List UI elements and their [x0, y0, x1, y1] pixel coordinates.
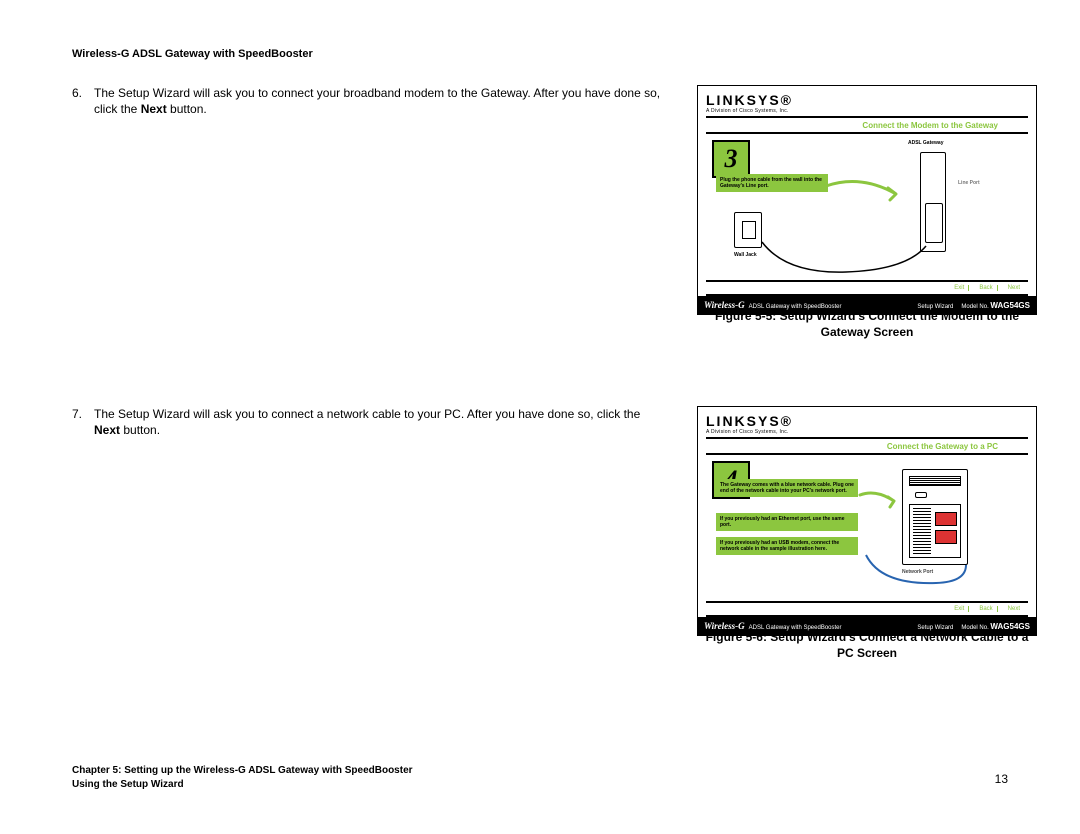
linksys-sub-2: A Division of Cisco Systems, Inc. [706, 429, 1028, 435]
figure-5-5-caption: Figure 5-5: Setup Wizard's Connect the M… [697, 308, 1037, 340]
nav-next-2[interactable]: Next [1004, 606, 1024, 612]
wizard2-navbar: Exit Back Next [706, 603, 1028, 617]
wizard-screenshot-2: LINKSYS® A Division of Cisco Systems, In… [697, 406, 1037, 636]
step-7-text-a: The Setup Wizard will ask you to connect… [94, 407, 640, 421]
step-7-num: 7. [72, 406, 82, 422]
wizard2-canvas: 4 The Gateway comes with a blue network … [706, 455, 1028, 603]
linksys-brand: LINKSYS® [706, 92, 1028, 108]
step-6: 6. The Setup Wizard will ask you to conn… [72, 85, 662, 117]
wizard2-title: Connect the Gateway to a PC [706, 437, 1028, 455]
page-footer: Chapter 5: Setting up the Wireless-G ADS… [72, 764, 413, 792]
wizard2-logo: LINKSYS® A Division of Cisco Systems, In… [698, 407, 1036, 437]
page-header: Wireless-G ADSL Gateway with SpeedBooste… [72, 48, 313, 60]
step-7-bold: Next [94, 423, 120, 437]
wizard1-logo: LINKSYS® A Division of Cisco Systems, In… [698, 86, 1036, 116]
linksys-sub: A Division of Cisco Systems, Inc. [706, 108, 1028, 114]
wizard1-navbar: Exit Back Next [706, 282, 1028, 296]
cable-icon-2 [706, 455, 1028, 603]
wizard-screenshot-1: LINKSYS® A Division of Cisco Systems, In… [697, 85, 1037, 315]
footer-chapter: Chapter 5: Setting up the Wireless-G ADS… [72, 764, 413, 778]
linksys-brand-2: LINKSYS® [706, 413, 1028, 429]
nav-exit-2[interactable]: Exit [950, 606, 969, 612]
nav-back[interactable]: Back [975, 285, 997, 291]
cable-arrow-icon [706, 134, 1028, 282]
nav-back-2[interactable]: Back [975, 606, 997, 612]
wizard1-canvas: 3 ADSL Gateway Line Port Plug the phone … [706, 134, 1028, 282]
step-6-num: 6. [72, 85, 82, 101]
wizard1-title: Connect the Modem to the Gateway [706, 116, 1028, 134]
footer-section: Using the Setup Wizard [72, 778, 413, 792]
nav-next[interactable]: Next [1004, 285, 1024, 291]
nav-exit[interactable]: Exit [950, 285, 969, 291]
page-number: 13 [995, 772, 1008, 786]
step-6-bold: Next [141, 102, 167, 116]
step-7-text-b: button. [120, 423, 160, 437]
step-7: 7. The Setup Wizard will ask you to conn… [72, 406, 662, 438]
step-6-text-b: button. [167, 102, 207, 116]
figure-5-6-caption: Figure 5-6: Setup Wizard's Connect a Net… [697, 629, 1037, 661]
